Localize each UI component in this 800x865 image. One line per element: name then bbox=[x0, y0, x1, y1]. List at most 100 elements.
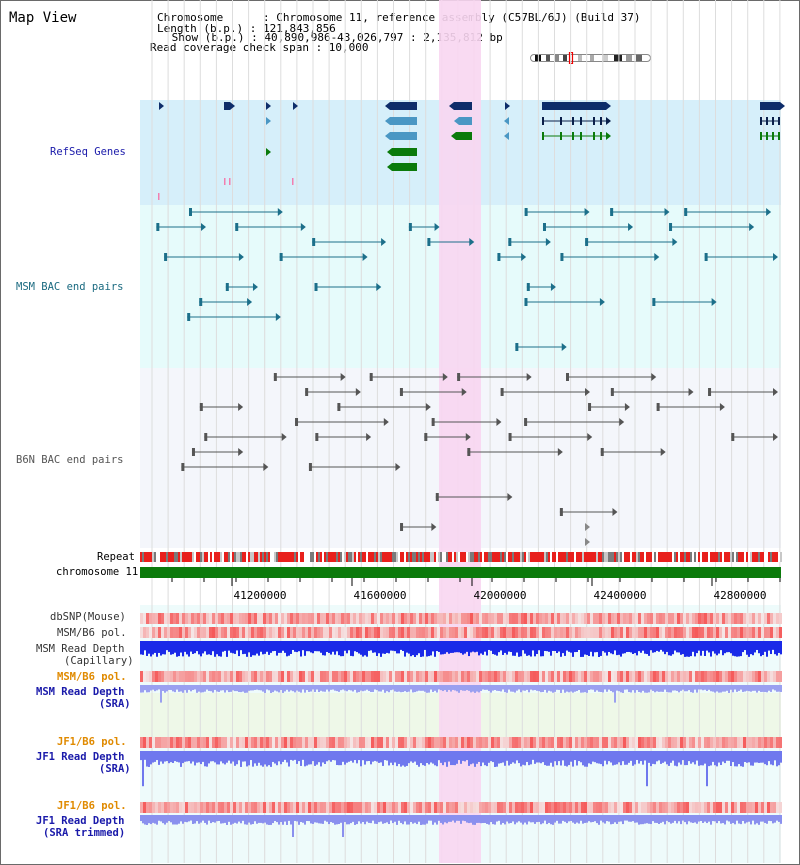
read-depth-bar bbox=[530, 685, 532, 690]
repeat-segment bbox=[152, 552, 154, 562]
polymorphism-cell bbox=[629, 613, 632, 624]
read-depth-bar bbox=[434, 815, 436, 823]
read-depth-bar bbox=[340, 815, 342, 823]
read-depth-bar bbox=[196, 751, 198, 763]
repeat-segment bbox=[334, 552, 336, 562]
read-depth-bar bbox=[418, 751, 420, 767]
read-depth-bar bbox=[656, 641, 658, 651]
read-depth-bar bbox=[482, 751, 484, 763]
read-depth-bar bbox=[694, 751, 696, 765]
read-depth-bar bbox=[574, 815, 576, 824]
repeat-segment bbox=[440, 552, 442, 562]
read-depth-bar bbox=[546, 815, 548, 825]
read-depth-bar bbox=[726, 751, 728, 761]
repeat-segment bbox=[560, 552, 562, 562]
read-depth-bar bbox=[186, 815, 188, 823]
read-depth-bar bbox=[364, 815, 366, 825]
polymorphism-cell bbox=[692, 671, 695, 682]
polymorphism-cell bbox=[566, 671, 569, 682]
repeat-segment bbox=[330, 552, 332, 562]
polymorphism-cell bbox=[506, 613, 509, 624]
read-depth-bar bbox=[508, 685, 510, 690]
read-depth-bar bbox=[324, 815, 326, 821]
polymorphism-cell bbox=[773, 737, 776, 748]
repeat-segment bbox=[538, 552, 540, 562]
read-depth-bar bbox=[760, 815, 762, 822]
track-label-msm-bac[interactable]: MSM BAC end pairs bbox=[16, 281, 124, 293]
read-depth-bar bbox=[330, 685, 332, 690]
polymorphism-cell bbox=[380, 737, 383, 748]
polymorphism-cell bbox=[545, 737, 548, 748]
read-depth-bar bbox=[680, 685, 682, 691]
read-depth-bar bbox=[290, 751, 292, 760]
repeat-segment bbox=[222, 552, 224, 562]
read-depth-bar bbox=[200, 751, 202, 765]
read-depth-bar bbox=[426, 751, 428, 764]
read-depth-bar bbox=[374, 751, 376, 761]
polymorphism-cell bbox=[404, 613, 407, 624]
read-depth-bar bbox=[518, 641, 520, 657]
repeat-segment bbox=[378, 552, 380, 562]
read-depth-bar bbox=[736, 751, 738, 767]
chromosome-ideogram[interactable] bbox=[530, 52, 652, 64]
polymorphism-cell bbox=[548, 671, 551, 682]
gene-block bbox=[542, 102, 606, 110]
repeat-segment bbox=[534, 552, 536, 562]
read-depth-bar bbox=[734, 815, 736, 825]
read-depth-bar bbox=[188, 685, 190, 690]
repeat-segment bbox=[470, 552, 472, 562]
polymorphism-cell bbox=[218, 737, 221, 748]
polymorphism-cell bbox=[296, 671, 299, 682]
polymorphism-cell bbox=[719, 802, 722, 813]
read-depth-bar bbox=[662, 641, 664, 652]
read-depth-bar bbox=[228, 751, 230, 761]
polymorphism-cell bbox=[230, 802, 233, 813]
repeat-segment bbox=[416, 552, 418, 562]
read-depth-bar bbox=[196, 685, 198, 693]
polymorphism-cell bbox=[236, 671, 239, 682]
read-depth-bar bbox=[734, 641, 736, 657]
read-depth-bar bbox=[670, 815, 672, 824]
gene-block bbox=[392, 163, 417, 171]
track-label-b6n-bac[interactable]: B6N BAC end pairs bbox=[16, 454, 124, 466]
polymorphism-cell bbox=[209, 671, 212, 682]
repeat-segment bbox=[690, 552, 692, 562]
read-depth-bar bbox=[770, 685, 772, 692]
polymorphism-cell bbox=[347, 613, 350, 624]
read-depth-bar bbox=[296, 685, 298, 691]
read-depth-bar bbox=[192, 815, 194, 824]
read-depth-bar bbox=[508, 751, 510, 766]
read-depth-bar bbox=[422, 815, 424, 825]
read-depth-bar bbox=[398, 641, 400, 654]
read-depth-bar bbox=[608, 685, 610, 690]
polymorphism-cell bbox=[161, 627, 164, 638]
polymorphism-cell bbox=[287, 802, 290, 813]
polymorphism-cell bbox=[272, 627, 275, 638]
msm-bac-pair-end bbox=[545, 238, 551, 246]
repeat-segment bbox=[448, 552, 450, 562]
axis-tick-label: 42400000 bbox=[594, 589, 647, 602]
polymorphism-cell bbox=[632, 737, 635, 748]
polymorphism-cell bbox=[182, 627, 185, 638]
read-depth-bar bbox=[560, 751, 562, 766]
track-features[interactable]: 41200000 41600000 42000000 42400000 42800000 bbox=[140, 102, 785, 837]
polymorphism-cell bbox=[770, 627, 773, 638]
read-depth-bar bbox=[294, 815, 296, 821]
read-depth-bar bbox=[328, 685, 330, 692]
read-depth-bar bbox=[286, 641, 288, 657]
polymorphism-cell bbox=[296, 613, 299, 624]
read-depth-bar bbox=[696, 685, 698, 693]
read-depth-bar bbox=[200, 641, 202, 657]
repeat-segment bbox=[172, 552, 174, 562]
read-depth-bar bbox=[316, 641, 318, 652]
read-depth-bar bbox=[536, 751, 538, 763]
track-label-refseq[interactable]: RefSeq Genes bbox=[50, 146, 126, 158]
read-depth-bar bbox=[596, 815, 598, 824]
repeat-segment bbox=[692, 552, 694, 562]
read-depth-bar bbox=[236, 685, 238, 692]
polymorphism-cell bbox=[578, 802, 581, 813]
read-depth-bar bbox=[634, 685, 636, 693]
chromosome-bar bbox=[140, 567, 781, 578]
refseq-marker bbox=[158, 193, 160, 200]
